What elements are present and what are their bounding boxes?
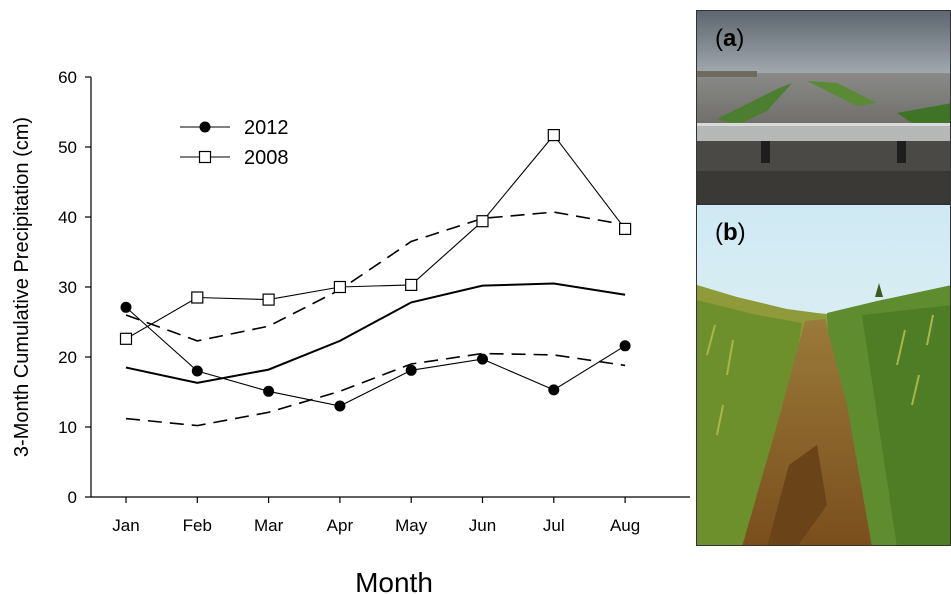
x-tick-label: Jan <box>112 516 139 535</box>
x-tick-label: Apr <box>327 516 354 535</box>
x-tick-label: Jun <box>469 516 496 535</box>
panel-label-b: (b) <box>715 219 746 246</box>
panel-label-a: (a) <box>715 25 745 52</box>
legend-label-2012: 2012 <box>244 117 289 139</box>
point-2008-Jan <box>119 332 133 345</box>
series-line-band-4 <box>125 352 626 427</box>
point-2008-May <box>405 278 418 291</box>
point-2012-Jan <box>120 301 132 313</box>
y-tick-label: 50 <box>58 138 77 157</box>
y-tick-label: 20 <box>58 348 77 367</box>
y-tick-label: 40 <box>58 208 77 227</box>
point-2008-Apr <box>333 280 346 294</box>
y-tick-label: 30 <box>58 278 77 297</box>
y-tick-label: 0 <box>68 488 77 507</box>
point-2012-Apr <box>334 400 346 412</box>
y-tick-label: 10 <box>58 418 77 437</box>
legend-marker-2012 <box>199 121 211 133</box>
point-2012-Jul <box>548 384 560 396</box>
y-axis-label: 3-Month Cumulative Precipitation (cm) <box>11 117 33 457</box>
series-line-2008 <box>125 134 626 340</box>
point-2012-Aug <box>619 340 631 352</box>
series-line-2012 <box>125 306 626 407</box>
point-2008-Mar <box>262 293 275 306</box>
point-2012-May <box>405 364 417 376</box>
point-2008-Jul <box>547 129 560 142</box>
legend-label-2008: 2008 <box>244 147 289 169</box>
point-2008-Aug <box>618 222 632 235</box>
photo-flooded-field: (a) <box>696 10 951 204</box>
photo-grass-path: (b) <box>696 204 951 546</box>
point-2012-Jun <box>477 353 488 365</box>
point-2012-Mar <box>263 385 275 397</box>
legend-marker-2008 <box>198 150 212 164</box>
series-line-band-2 <box>125 282 626 384</box>
x-tick-label: Aug <box>610 516 640 535</box>
x-tick-label: Mar <box>254 516 284 535</box>
x-tick-label: Jul <box>543 516 565 535</box>
x-axis-label: Month <box>355 567 433 594</box>
precipitation-chart: 0 10 20 30 40 50 60 Jan Feb Mar Apr May Jun Jul Aug 20… <box>11 68 690 594</box>
point-2008-Feb <box>191 291 204 304</box>
x-tick-label: May <box>395 516 428 535</box>
point-2012-Feb <box>191 365 203 377</box>
series-line-band-3 <box>125 211 626 342</box>
point-2008-Jun <box>476 215 489 228</box>
y-tick-label: 60 <box>58 68 77 87</box>
x-tick-label: Feb <box>183 516 212 535</box>
